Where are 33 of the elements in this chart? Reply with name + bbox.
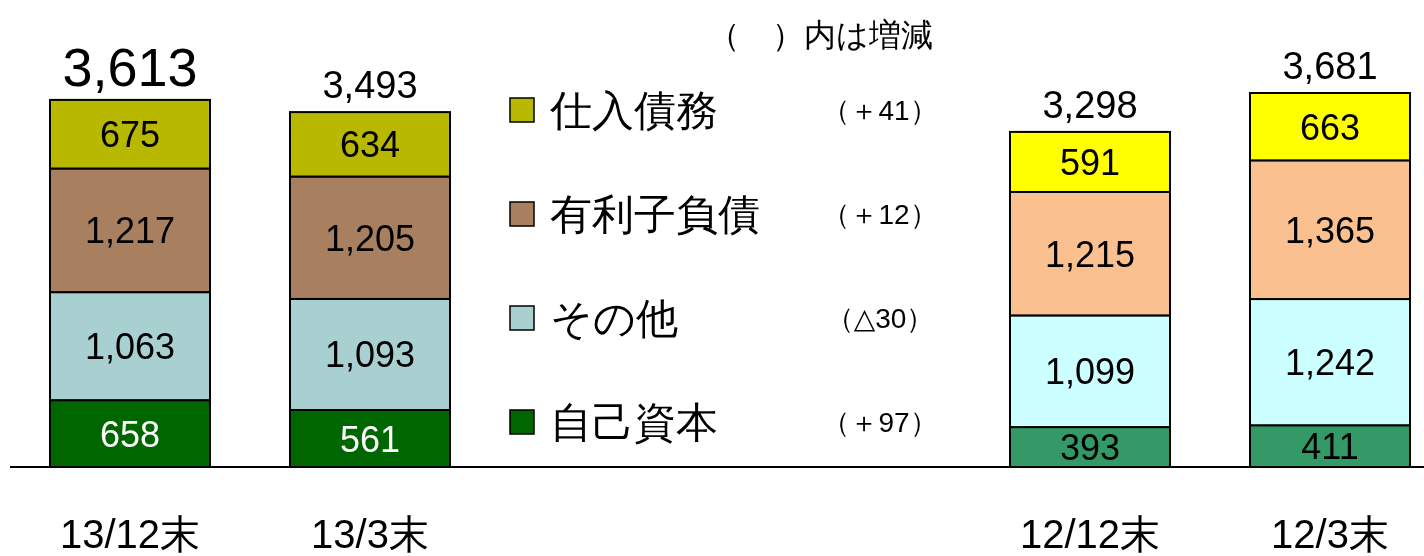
- total-label: 3,493: [322, 64, 418, 107]
- data-label: 1,215: [1044, 233, 1136, 275]
- data-label: 1,217: [84, 210, 176, 252]
- legend-label: 仕入債務: [549, 87, 718, 134]
- total-label: 3,298: [1042, 83, 1138, 126]
- total-label: 3,681: [1282, 45, 1378, 87]
- annotation: （＋97）: [822, 407, 938, 438]
- legend-label: 有利子負債: [550, 191, 760, 238]
- text: （ ）内は増減: [707, 17, 933, 53]
- total-label: 3,613: [62, 36, 198, 97]
- legend-label: 自己資本: [550, 399, 718, 446]
- data-label: 634: [339, 124, 401, 166]
- annotation: （△30）: [825, 303, 935, 334]
- data-label: 591: [1059, 141, 1121, 183]
- data-label: 1,365: [1284, 209, 1376, 251]
- data-label: 561: [339, 418, 401, 460]
- x-tick-label: 13/3末: [311, 512, 429, 556]
- data-label: 663: [1299, 106, 1361, 148]
- data-label: 1,242: [1284, 342, 1376, 384]
- x-tick-label: 12/3末: [1271, 512, 1389, 556]
- data-label: 1,099: [1044, 351, 1136, 393]
- data-label: 393: [1059, 427, 1121, 469]
- annotation: （＋41）: [822, 95, 938, 126]
- data-label: 658: [99, 413, 161, 455]
- data-label: 411: [1301, 426, 1359, 468]
- data-label: 675: [99, 114, 161, 156]
- data-label: 1,093: [324, 334, 416, 376]
- legend-label: その他: [550, 295, 678, 342]
- x-tick-label: 13/12末: [59, 512, 201, 556]
- data-label: 1,063: [84, 326, 176, 368]
- annotation: （＋12）: [822, 199, 938, 230]
- x-tick-label: 12/12末: [1019, 512, 1161, 556]
- data-label: 1,205: [324, 217, 416, 259]
